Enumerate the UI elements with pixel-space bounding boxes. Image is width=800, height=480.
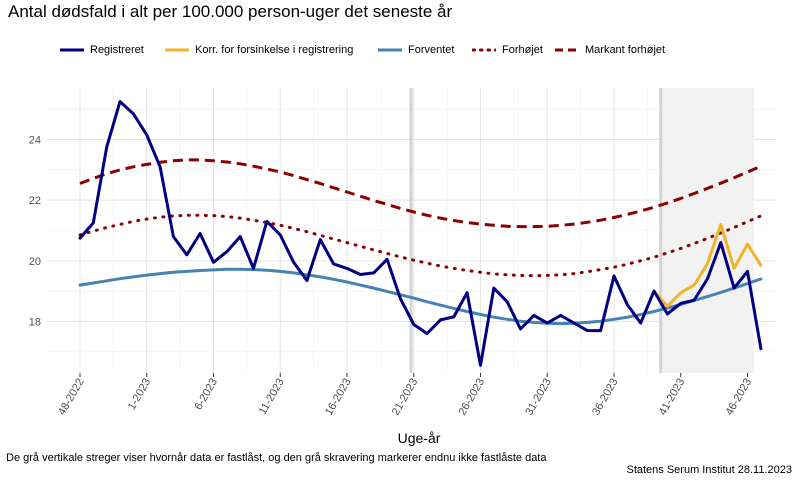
- legend-item-forventet: Forventet: [378, 44, 454, 56]
- legend-label-registreret: Registreret: [90, 44, 144, 56]
- unlocked-shade-rect: [660, 88, 755, 373]
- x-tick-label: 48-2022: [56, 377, 87, 418]
- legend-label-forventet: Forventet: [408, 44, 455, 56]
- legend-label-markant: Markant forhøjet: [585, 44, 666, 56]
- x-tick-label: 16-2023: [323, 377, 354, 418]
- series-line-korr: [652, 222, 763, 308]
- legend-swatch-registreret: [60, 48, 84, 52]
- source-credit: Statens Serum Institut 28.11.2023: [626, 464, 792, 476]
- y-tick-label: 20: [29, 256, 41, 268]
- legend-swatch-korr: [165, 48, 189, 52]
- chart-title: Antal dødsfald i alt per 100.000 person-…: [8, 2, 453, 21]
- series-line-forventet: [78, 267, 763, 326]
- x-tick-label: 36-2023: [590, 377, 621, 418]
- unlocked-data-shading: [660, 88, 755, 373]
- x-tick-label: 1-2023: [126, 377, 154, 413]
- legend-swatch-markant: [555, 48, 579, 52]
- y-axis: 18 20 22 24: [29, 135, 41, 329]
- series-line-markant: [79, 158, 762, 229]
- legend-label-forhojet: Forhøjet: [502, 44, 543, 56]
- x-tick-label: 31-2023: [523, 377, 554, 418]
- legend-swatch-forventet: [378, 48, 402, 52]
- x-tick-label: 11-2023: [257, 377, 287, 417]
- legend-item-korr: Korr. for forsinkelse i registrering: [165, 44, 353, 56]
- footnote: De grå vertikale streger viser hvornår d…: [6, 452, 547, 464]
- x-tick-label: 21-2023: [390, 377, 421, 418]
- x-tick-label: 6-2023: [193, 377, 221, 413]
- legend-label-korr: Korr. for forsinkelse i registrering: [195, 44, 354, 56]
- x-axis-title: Uge-år: [397, 430, 441, 446]
- lock-lines: [409, 88, 663, 373]
- x-tick-label: 46-2023: [724, 377, 755, 418]
- series-lines: [78, 100, 763, 367]
- x-axis: 48-2022 1-2023 6-2023 11-2023 16-2023 21-2023…: [56, 373, 754, 417]
- legend-item-forhojet: Forhøjet: [472, 44, 543, 56]
- x-tick-label: 41-2023: [657, 377, 688, 418]
- legend-item-markant: Markant forhøjet: [555, 44, 665, 56]
- series-line-forhojet: [78, 213, 763, 278]
- y-tick-label: 22: [29, 195, 41, 207]
- y-tick-label: 18: [29, 316, 41, 328]
- series-line-registreret: [78, 100, 763, 367]
- x-tick-label: 26-2023: [457, 377, 488, 418]
- legend-item-registreret: Registreret: [60, 44, 144, 56]
- y-tick-label: 24: [29, 135, 41, 147]
